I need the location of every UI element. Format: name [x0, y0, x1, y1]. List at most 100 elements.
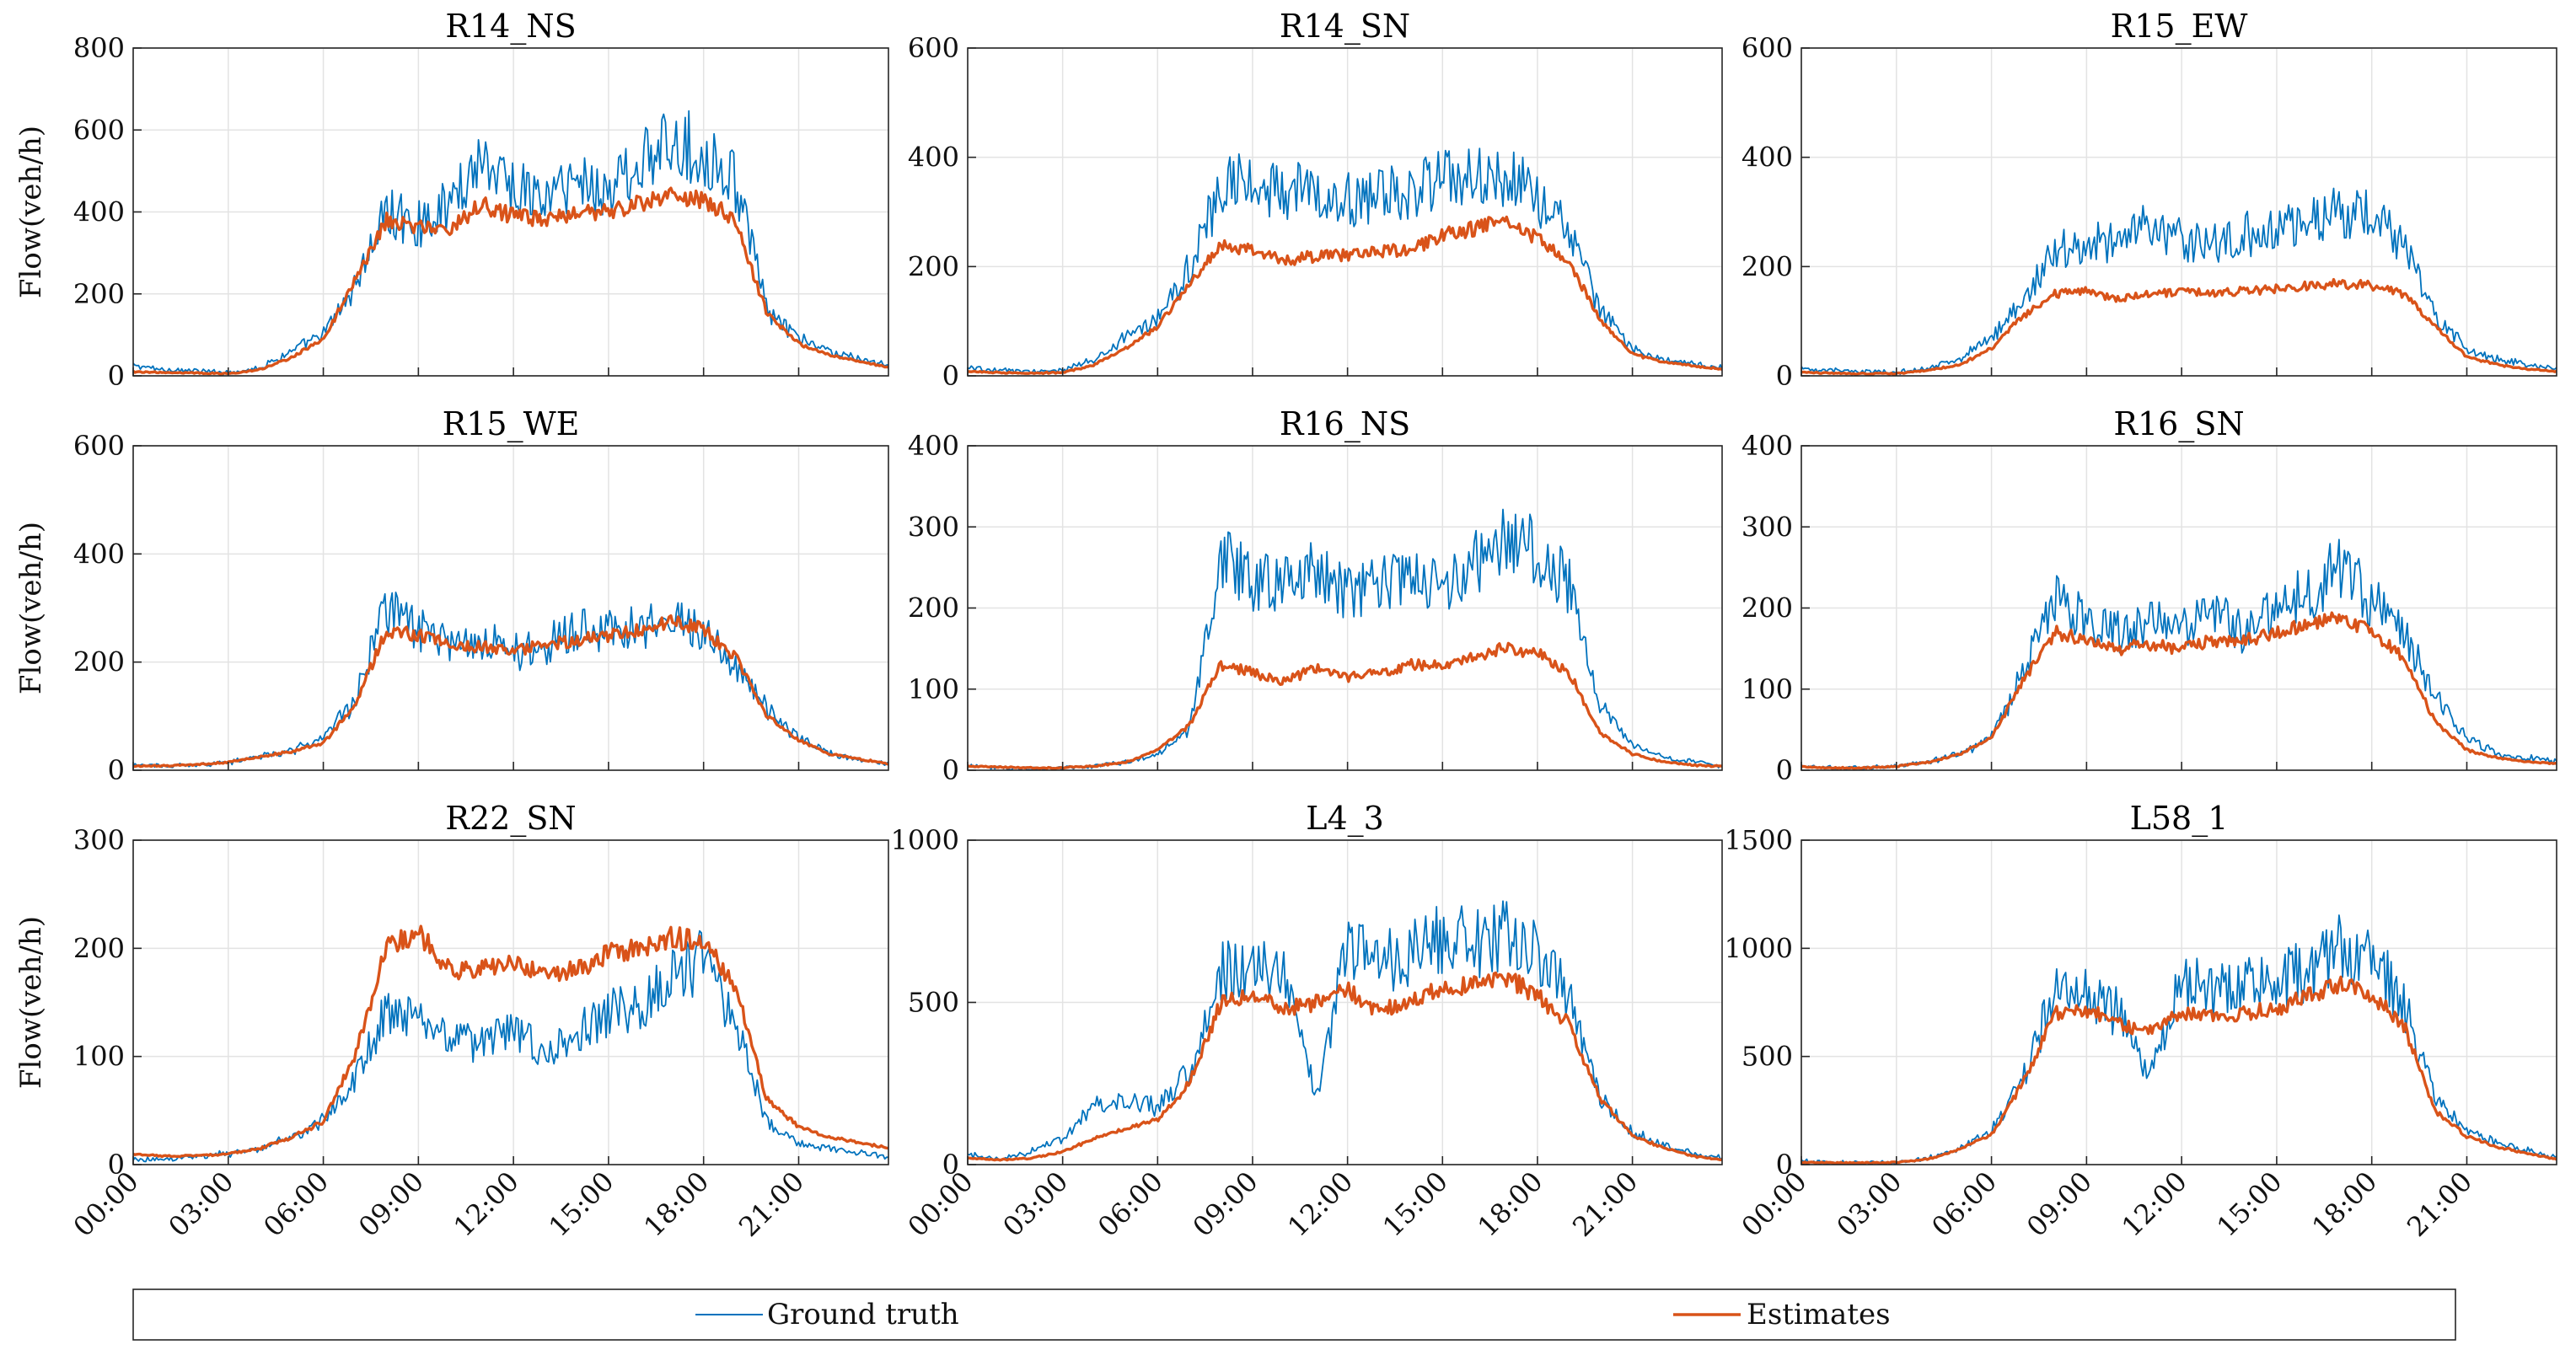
- x-tick-label: 00:00: [67, 1165, 145, 1243]
- y-tick-label: 1500: [1725, 824, 1793, 856]
- series-ground-truth: [1801, 187, 2557, 376]
- y-tick-label: 600: [73, 114, 125, 146]
- y-tick-label: 600: [908, 32, 959, 64]
- y-tick-label: 200: [908, 592, 959, 624]
- x-tick-label: 18:00: [637, 1165, 715, 1243]
- y-axis-label: Flow(veh/h): [14, 916, 48, 1089]
- plot-area: [1801, 840, 2557, 1165]
- x-tick-label: 21:00: [733, 1165, 810, 1243]
- y-tick-label: 0: [108, 754, 125, 786]
- legend-label-estimates: Estimates: [1747, 1298, 1891, 1331]
- panel-r16_ns: 0 100 200 300 400 R16_NS: [908, 405, 1723, 786]
- y-tick-label: 400: [1741, 142, 1793, 174]
- series-estimates: [968, 971, 1722, 1162]
- y-tick-label: 0: [1776, 1149, 1793, 1181]
- panel-title: L58_1: [2130, 800, 2229, 838]
- y-tick-label: 0: [108, 1149, 125, 1181]
- panel-title: R22_SN: [445, 800, 576, 838]
- x-tick-label: 00:00: [1736, 1165, 1813, 1243]
- y-tick-label: 200: [908, 250, 959, 282]
- panel-title: R14_SN: [1280, 8, 1410, 46]
- panel-r15_we: 0 200 400 600 R15_WE Flow(veh/h): [14, 405, 889, 786]
- x-tick-label: 00:00: [902, 1165, 979, 1243]
- plot-area: [968, 48, 1722, 376]
- y-tick-label: 300: [73, 824, 125, 856]
- y-tick-label: 400: [1741, 430, 1793, 462]
- y-tick-label: 500: [908, 987, 959, 1019]
- axes-box: [1801, 47, 2557, 377]
- y-tick-label: 500: [1741, 1041, 1793, 1073]
- panel-r14_ns: 0 200 400 600 800 R14_NS Flow(veh/h): [14, 8, 889, 392]
- y-axis-label: Flow(veh/h): [14, 126, 48, 298]
- axes-box: [1801, 839, 2557, 1165]
- y-tick-label: 400: [73, 538, 125, 570]
- y-tick-label: 800: [73, 32, 125, 64]
- y-tick-label: 0: [108, 360, 125, 392]
- series-estimates: [133, 186, 888, 376]
- panel-r14_sn: 0 200 400 600 R14_SN: [908, 8, 1723, 392]
- plot-area: [133, 840, 888, 1165]
- y-tick-label: 600: [73, 430, 125, 462]
- series-estimates: [968, 215, 1722, 375]
- y-tick-label: 100: [1741, 673, 1793, 705]
- x-tick-label: 18:00: [2305, 1165, 2383, 1243]
- series-estimates: [968, 641, 1722, 770]
- y-tick-label: 0: [1776, 754, 1793, 786]
- panel-title: L4_3: [1306, 800, 1384, 838]
- y-tick-label: 600: [1741, 32, 1793, 64]
- y-tick-label: 400: [73, 196, 125, 228]
- y-tick-label: 0: [942, 360, 959, 392]
- panel-title: R15_WE: [443, 405, 580, 443]
- panel-title: R16_SN: [2113, 405, 2244, 443]
- x-tick-label: 03:00: [1830, 1165, 1908, 1243]
- panel-r15_ew: 0 200 400 600 R15_EW: [1741, 8, 2557, 392]
- y-tick-label: 1000: [1725, 932, 1793, 964]
- y-tick-label: 0: [1776, 360, 1793, 392]
- legend-label-ground-truth: Ground truth: [767, 1298, 959, 1331]
- y-tick-label: 200: [1741, 250, 1793, 282]
- legend: Ground truth Estimates: [132, 1288, 2456, 1341]
- series-estimates: [1801, 975, 2557, 1165]
- y-tick-label: 1000: [891, 824, 959, 856]
- axes-box: [132, 839, 889, 1165]
- x-tick-label: 12:00: [2116, 1165, 2193, 1243]
- y-tick-label: 300: [1741, 511, 1793, 543]
- panel-r16_sn: 0 100 200 300 400 R16_SN: [1741, 405, 2557, 786]
- x-tick-label: 15:00: [1377, 1165, 1454, 1243]
- x-tick-label: 15:00: [542, 1165, 620, 1243]
- y-tick-label: 300: [908, 511, 959, 543]
- series-ground-truth: [968, 147, 1722, 375]
- y-tick-label: 100: [73, 1041, 125, 1073]
- x-tick-label: 06:00: [1092, 1165, 1169, 1243]
- x-tick-label: 09:00: [1187, 1165, 1264, 1243]
- x-tick-label: 15:00: [2210, 1165, 2288, 1243]
- series-estimates: [1801, 611, 2557, 770]
- plot-area: [133, 446, 888, 770]
- y-tick-label: 100: [908, 673, 959, 705]
- axes-box: [132, 445, 889, 771]
- x-tick-label: 03:00: [162, 1165, 239, 1243]
- x-tick-label: 09:00: [2021, 1165, 2098, 1243]
- panel-l4_3: 0 500 1000 00:00 03:00 06:00 09:00 12:00 15:00 18…: [891, 800, 1723, 1243]
- panel-title: R15_EW: [2111, 8, 2248, 46]
- y-tick-label: 0: [942, 754, 959, 786]
- y-tick-label: 400: [908, 430, 959, 462]
- x-tick-label: 09:00: [352, 1165, 430, 1243]
- x-tick-label: 06:00: [257, 1165, 335, 1243]
- x-tick-label: 21:00: [1566, 1165, 1644, 1243]
- series-estimates: [1801, 277, 2557, 376]
- y-tick-label: 400: [908, 142, 959, 174]
- y-tick-label: 200: [73, 278, 125, 310]
- axes-box: [967, 47, 1723, 377]
- y-tick-label: 200: [73, 646, 125, 678]
- x-tick-label: 18:00: [1472, 1165, 1549, 1243]
- y-tick-label: 0: [942, 1149, 959, 1181]
- panel-r22_sn: 0 100 200 300 00:00 03:00 06:00 09:00 12:00 15:00…: [14, 800, 889, 1243]
- legend-box: [132, 1288, 2456, 1341]
- series-estimates: [133, 924, 888, 1159]
- panel-l58_1: 0 500 1000 1500 00:00 03:00 06:00 09:00 12:00 15:…: [1725, 800, 2557, 1243]
- x-tick-label: 03:00: [996, 1165, 1074, 1243]
- y-axis-label: Flow(veh/h): [14, 522, 48, 694]
- panel-title: R16_NS: [1280, 405, 1410, 443]
